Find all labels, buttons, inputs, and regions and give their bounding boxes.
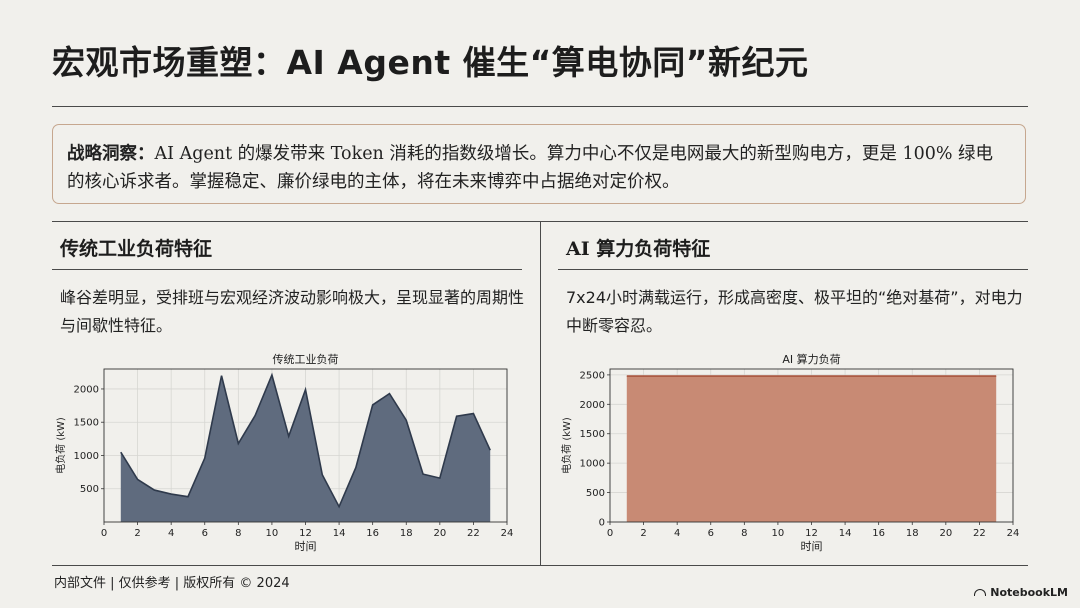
x-tick-label: 2: [134, 528, 140, 539]
x-tick-label: 12: [805, 528, 818, 539]
insight-text: AI Agent 的爆发带来 Token 消耗的指数级增长。算力中心不仅是电网最…: [67, 144, 994, 192]
x-tick-label: 16: [872, 528, 885, 539]
x-tick-label: 0: [607, 528, 613, 539]
x-tick-label: 4: [168, 528, 174, 539]
insight-label: 战略洞察：: [67, 144, 155, 164]
x-tick-label: 2: [640, 528, 646, 539]
right-heading: AI 算力负荷特征: [566, 238, 711, 260]
x-tick-label: 4: [674, 528, 680, 539]
x-tick-label: 12: [299, 528, 312, 539]
chart-title: AI 算力负荷: [782, 352, 840, 366]
left-heading: 传统工业负荷特征: [60, 238, 213, 260]
area-fill: [120, 374, 491, 522]
right-heading-divider: [558, 269, 1028, 270]
chart-title: 传统工业负荷: [273, 352, 339, 366]
x-tick-label: 14: [333, 528, 346, 539]
x-axis-label: 时间: [801, 540, 823, 553]
x-tick-label: 18: [400, 528, 413, 539]
left-description: 峰谷差明显，受排班与宏观经济波动影响极大，呈现显著的周期性与间歇性特征。: [60, 288, 525, 335]
x-tick-label: 22: [467, 528, 480, 539]
x-tick-label: 10: [772, 528, 785, 539]
x-tick-label: 18: [906, 528, 919, 539]
footer-text: 内部文件 | 仅供参考 | 版权所有 © 2024: [54, 576, 290, 591]
brand-label: NotebookLM: [990, 586, 1068, 599]
x-tick-label: 20: [433, 528, 446, 539]
x-tick-label: 8: [741, 528, 747, 539]
y-tick-label: 0: [599, 518, 605, 529]
y-tick-label: 500: [586, 488, 605, 499]
x-tick-label: 6: [202, 528, 208, 539]
ai-load-chart: 0 2 4 6 8 10 12 14 16 18 20 22 240500100015002000250…: [560, 352, 1020, 553]
left-heading-divider: [52, 269, 522, 270]
right-description: 7x24小时满载运行，形成高密度、极平坦的“绝对基荷”，对电力中断零容忍。: [566, 288, 1023, 335]
x-tick-label: 6: [708, 528, 714, 539]
y-tick-label: 1000: [580, 459, 605, 470]
brand-mark: NotebookLM: [974, 586, 1068, 599]
column-divider: [540, 222, 541, 566]
x-tick-label: 10: [266, 528, 279, 539]
y-tick-label: 1500: [74, 418, 99, 429]
section-top-divider: [52, 221, 1028, 222]
x-tick-label: 8: [235, 528, 241, 539]
y-tick-label: 1500: [580, 429, 605, 440]
y-axis-label: 电负荷 (kW): [54, 417, 67, 474]
insight-box: 战略洞察：AI Agent 的爆发带来 Token 消耗的指数级增长。算力中心不…: [52, 124, 1026, 204]
x-tick-label: 0: [101, 528, 107, 539]
y-tick-label: 500: [80, 484, 99, 495]
y-tick-label: 1000: [74, 451, 99, 462]
x-tick-label: 24: [501, 528, 514, 539]
slide-title: 宏观市场重塑：AI Agent 催生“算电协同”新纪元: [52, 43, 809, 82]
x-axis-label: 时间: [295, 540, 317, 553]
area-fill: [626, 376, 997, 522]
title-divider: [52, 106, 1028, 107]
industrial-load-chart: 0 2 4 6 8 10 12 14 16 18 20 22 24500100015002000传统工业…: [54, 352, 514, 553]
x-tick-label: 20: [939, 528, 952, 539]
x-tick-label: 16: [366, 528, 379, 539]
y-tick-label: 2000: [74, 384, 99, 395]
y-tick-label: 2000: [580, 400, 605, 411]
x-tick-label: 24: [1007, 528, 1020, 539]
x-tick-label: 22: [973, 528, 986, 539]
footer-divider: [52, 565, 1028, 566]
notebooklm-logo-icon: [974, 589, 987, 596]
x-tick-label: 14: [839, 528, 852, 539]
y-tick-label: 2500: [580, 370, 605, 381]
y-axis-label: 电负荷 (kW): [560, 417, 573, 474]
